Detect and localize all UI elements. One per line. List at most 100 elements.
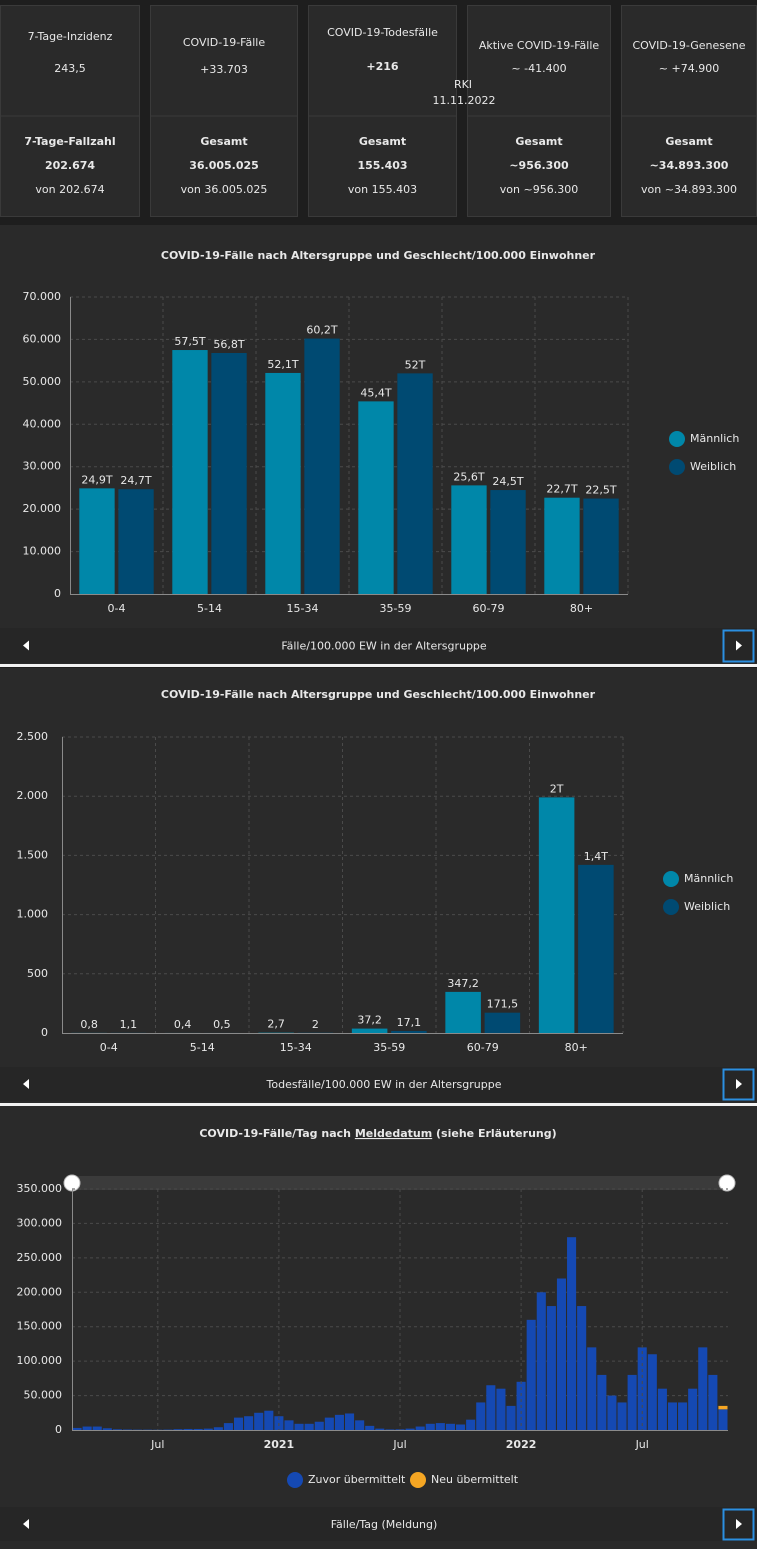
y-tick-label: 150.000 xyxy=(17,1320,63,1333)
data-label: 52,1T xyxy=(267,358,298,371)
card-title: Gesamt xyxy=(515,135,562,148)
bar xyxy=(708,1374,718,1430)
bar xyxy=(365,1425,375,1430)
chart-title: COVID-19-Fälle/Tag nach Meldedatum (sieh… xyxy=(199,1127,556,1140)
y-tick-label: 0 xyxy=(54,587,61,600)
scroll-left[interactable] xyxy=(23,1079,29,1089)
card-title: COVID-19-Genesene xyxy=(633,39,746,52)
data-label: 1,1 xyxy=(120,1018,138,1031)
range-slider[interactable] xyxy=(72,1176,728,1190)
footer-bar xyxy=(0,1067,757,1101)
bar xyxy=(351,1028,388,1033)
title-part: COVID-19-Fälle/Tag nach xyxy=(199,1127,354,1140)
data-label: 24,9T xyxy=(81,473,112,486)
bar xyxy=(183,1428,193,1430)
y-tick-label: 500 xyxy=(27,967,48,980)
card-title: Gesamt xyxy=(200,135,247,148)
bar xyxy=(397,373,433,594)
footer-bar xyxy=(0,1507,757,1541)
bar xyxy=(102,1428,112,1430)
bar xyxy=(284,1420,294,1430)
bar xyxy=(314,1421,324,1430)
bar xyxy=(79,488,115,594)
y-tick-label: 0 xyxy=(55,1423,62,1436)
bar xyxy=(244,1416,254,1430)
scroll-left[interactable] xyxy=(23,640,29,651)
x-tick-label: 80+ xyxy=(570,602,593,615)
data-label: 24,5T xyxy=(492,475,523,488)
scroll-right-box[interactable] xyxy=(722,629,755,663)
y-tick-label: 50.000 xyxy=(23,375,62,388)
bar xyxy=(304,338,340,594)
data-label: 57,5T xyxy=(174,335,205,348)
legend-label[interactable]: Weiblich xyxy=(684,900,730,913)
card-title: COVID-19-Todesfälle xyxy=(327,26,438,39)
chart-title: COVID-19-Fälle nach Altersgruppe und Ges… xyxy=(161,249,596,262)
x-tick-label: 35-59 xyxy=(373,1041,405,1054)
bar xyxy=(647,1354,657,1430)
scroll-right[interactable] xyxy=(736,1079,742,1089)
legend-marker[interactable] xyxy=(663,899,679,915)
bar xyxy=(688,1388,698,1430)
bar xyxy=(304,1423,314,1430)
legend-marker[interactable] xyxy=(669,431,685,447)
card-subtitle: von ~34.893.300 xyxy=(641,183,737,196)
bar xyxy=(223,1423,233,1430)
bar xyxy=(334,1414,344,1430)
card-title: 7-Tage-Inzidenz xyxy=(28,30,113,43)
x-tick-label: Jul xyxy=(635,1438,649,1451)
legend-marker[interactable] xyxy=(663,871,679,887)
card-subtitle: von 202.674 xyxy=(35,183,104,196)
legend-label[interactable]: Männlich xyxy=(690,432,739,445)
bar xyxy=(567,1237,577,1430)
legend-marker[interactable] xyxy=(669,459,685,475)
legend-marker[interactable] xyxy=(287,1472,303,1488)
scroll-right-box[interactable] xyxy=(722,1508,755,1541)
data-label: 45,4T xyxy=(360,386,391,399)
legend-marker[interactable] xyxy=(410,1472,426,1488)
y-tick-label: 10.000 xyxy=(23,545,62,558)
bar xyxy=(82,1426,92,1430)
bar xyxy=(324,1417,334,1430)
bar xyxy=(193,1428,203,1430)
chart-title: COVID-19-Fälle nach Altersgruppe und Ges… xyxy=(161,688,596,701)
bar xyxy=(544,497,580,594)
x-tick-label: 2021 xyxy=(264,1438,295,1451)
scroll-right[interactable] xyxy=(736,640,742,651)
date-label: 11.11.2022 xyxy=(433,94,496,107)
y-tick-label: 300.000 xyxy=(17,1216,63,1229)
data-label: 1,4T xyxy=(584,850,608,863)
y-tick-label: 1.000 xyxy=(17,908,49,921)
card-value: 36.005.025 xyxy=(189,159,259,172)
scroll-left[interactable] xyxy=(23,1519,29,1529)
legend-label[interactable]: Männlich xyxy=(684,872,733,885)
slider-handle[interactable] xyxy=(718,1174,736,1192)
data-label: 60,2T xyxy=(306,324,337,337)
x-tick-label: 0-4 xyxy=(108,602,126,615)
data-label: 347,2 xyxy=(447,977,479,990)
bar xyxy=(355,1420,365,1430)
data-label: 171,5 xyxy=(487,998,519,1011)
x-tick-label: 35-59 xyxy=(380,602,412,615)
legend-label[interactable]: Weiblich xyxy=(690,460,736,473)
x-axis-title: Todesfälle/100.000 EW in der Altersgrupp… xyxy=(266,1078,502,1091)
footer-bar xyxy=(0,628,757,663)
card-title: 7-Tage-Fallzahl xyxy=(24,135,115,148)
legend-label[interactable]: Neu übermittelt xyxy=(431,1473,519,1486)
y-tick-label: 200.000 xyxy=(17,1285,63,1298)
bar xyxy=(415,1426,425,1430)
y-tick-label: 2.000 xyxy=(17,789,49,802)
card-value: ~34.893.300 xyxy=(650,159,729,172)
scroll-right[interactable] xyxy=(736,1519,742,1529)
bar xyxy=(490,490,526,594)
data-label: 0,4 xyxy=(174,1018,192,1031)
bar xyxy=(486,1385,496,1430)
bar xyxy=(556,1278,567,1430)
bar xyxy=(496,1388,506,1430)
scroll-right-box[interactable] xyxy=(722,1068,755,1101)
data-label: 52T xyxy=(405,358,426,371)
bar xyxy=(425,1423,435,1430)
bar xyxy=(265,372,301,594)
legend-label[interactable]: Zuvor übermittelt xyxy=(308,1473,406,1486)
